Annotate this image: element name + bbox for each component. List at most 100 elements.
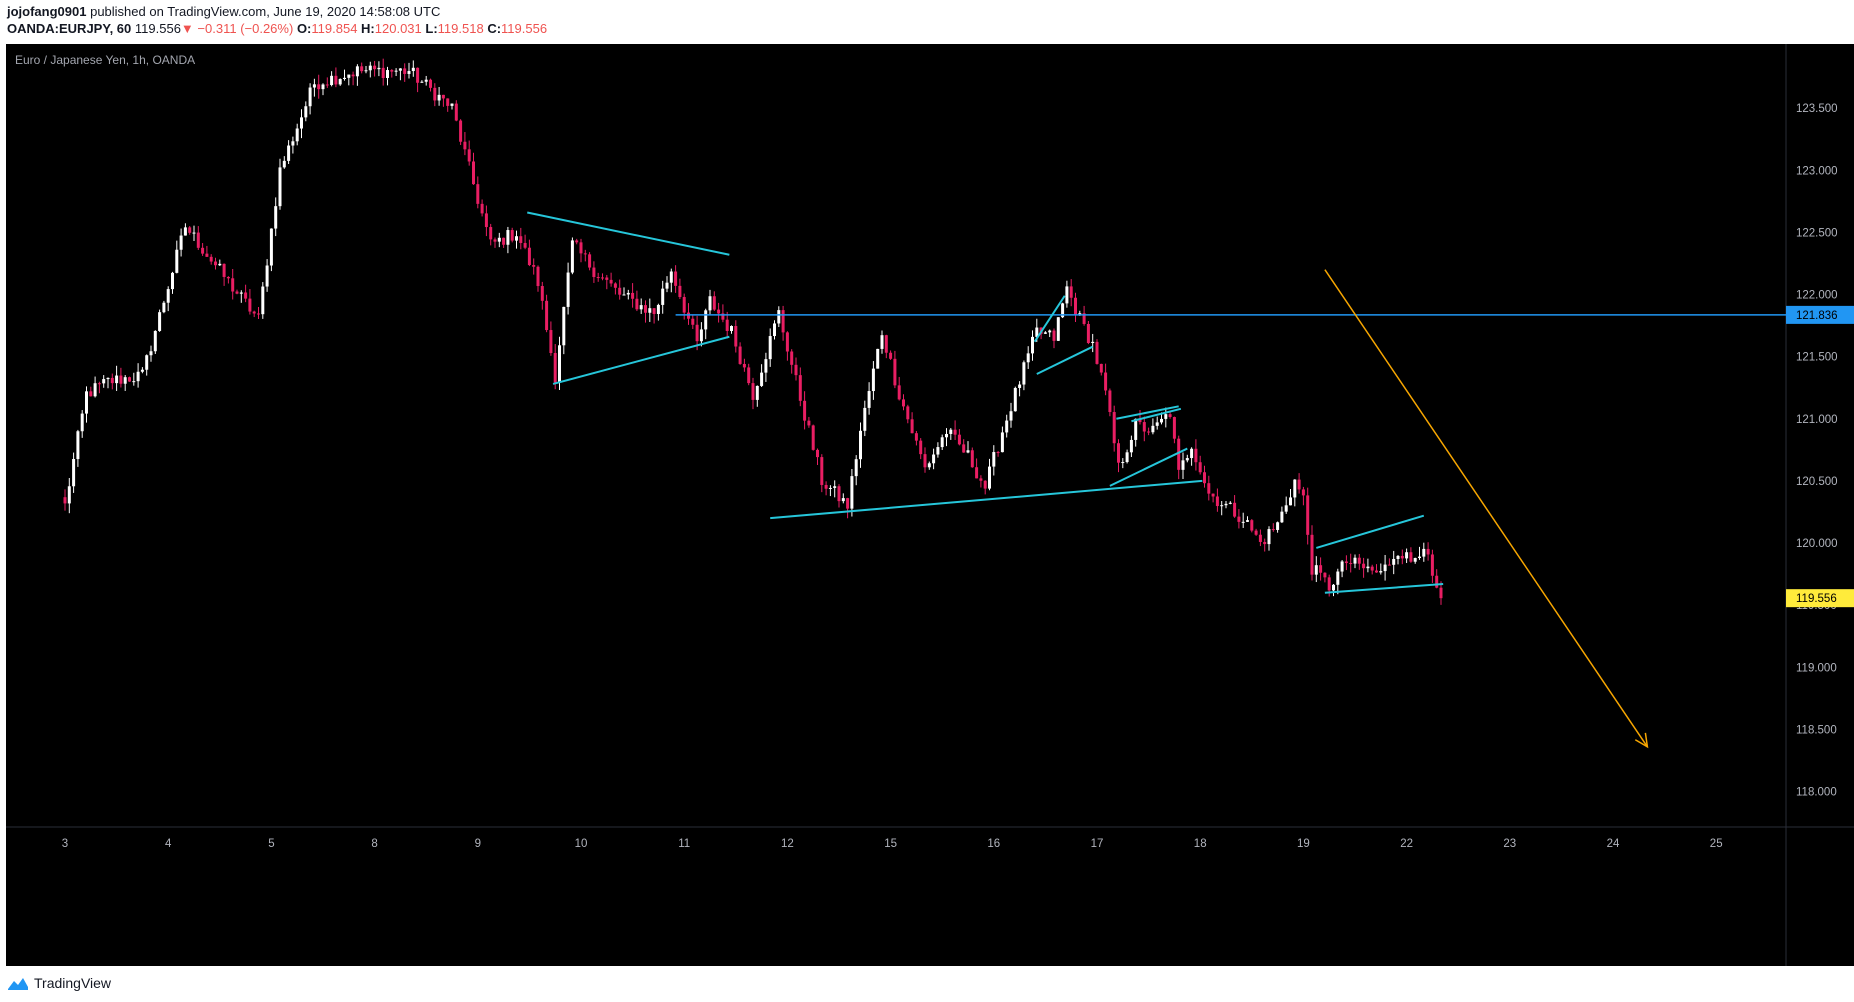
trend-line	[527, 211, 730, 256]
candle-body	[1005, 420, 1009, 433]
candle-body	[1018, 384, 1022, 388]
chart-svg[interactable]: 123.500 123.000 122.500 122.000 121.500 121.0…	[6, 44, 1854, 966]
candle-body	[596, 277, 600, 279]
candle-body	[1357, 557, 1361, 564]
candle-body	[1327, 577, 1331, 591]
trend-line	[1131, 407, 1182, 423]
candle-body	[1013, 387, 1017, 412]
x-tick-label: 11	[678, 838, 690, 850]
candle-body	[914, 433, 918, 441]
candle-body	[889, 352, 893, 359]
candle-body	[373, 65, 377, 70]
candle-body	[734, 326, 738, 347]
candle-body	[1151, 425, 1155, 433]
candle-body	[1323, 572, 1327, 578]
publish-header: jojofang0901 published on TradingView.co…	[0, 0, 1854, 44]
candle-body	[1362, 563, 1366, 569]
candle-body	[790, 351, 794, 365]
candle-body	[523, 243, 527, 248]
candle-body	[1241, 521, 1245, 523]
candle-body	[291, 141, 295, 146]
candle-body	[1086, 323, 1090, 343]
candle-body	[665, 282, 669, 289]
candle-body	[1035, 327, 1039, 337]
candle-body	[102, 379, 106, 384]
candle-body	[1121, 462, 1125, 464]
candle-body	[970, 450, 974, 468]
candle-body	[1276, 522, 1280, 530]
candle-body	[945, 433, 948, 438]
candle-body	[1396, 555, 1400, 559]
candle-body	[1099, 363, 1103, 373]
candle-body	[1306, 495, 1310, 535]
candle-body	[1289, 497, 1292, 506]
candle-body	[588, 254, 592, 268]
candle-body	[699, 329, 703, 342]
trend-line	[552, 335, 730, 385]
candle-body	[459, 120, 463, 142]
candle-body	[527, 247, 531, 266]
x-tick-label: 12	[781, 838, 794, 850]
candle-body	[407, 71, 411, 74]
candle-body	[463, 141, 467, 150]
author-link[interactable]: jojofang0901	[7, 4, 87, 19]
candle-body	[1168, 414, 1172, 418]
candle-body	[794, 364, 798, 376]
candle-body	[863, 407, 867, 431]
y-tick-label: 118.500	[1796, 724, 1837, 736]
candle-body	[196, 232, 200, 248]
candle-body	[1263, 541, 1267, 545]
candle-body	[128, 377, 131, 382]
candle-body	[347, 74, 351, 78]
candle-body	[1185, 458, 1189, 461]
candle-body	[811, 425, 815, 450]
candle-body	[377, 67, 381, 70]
candle-body	[652, 308, 656, 314]
candle-body	[592, 267, 596, 278]
candle-body	[906, 406, 910, 420]
candle-body	[295, 128, 299, 142]
candle-body	[248, 298, 252, 312]
candle-body	[661, 288, 665, 305]
candle-body	[1246, 520, 1249, 522]
x-tick-label: 8	[371, 838, 377, 850]
candle-body	[1129, 439, 1133, 453]
candle-body	[919, 440, 923, 455]
candle-body	[175, 249, 179, 273]
candle-body	[536, 266, 540, 287]
candle-body	[540, 286, 544, 301]
candle-body	[398, 68, 402, 71]
candle-body	[785, 332, 789, 352]
candle-body	[837, 486, 841, 502]
candle-body	[1340, 561, 1344, 572]
open-label: O:	[296, 21, 312, 36]
candle-body	[1379, 571, 1383, 573]
trend-line	[1036, 345, 1094, 375]
candle-body	[1043, 332, 1047, 334]
candle-body	[214, 261, 217, 266]
candle-body	[1224, 503, 1228, 506]
candle-body	[1297, 479, 1301, 490]
x-tick-label: 5	[268, 838, 274, 850]
candle-body	[695, 324, 699, 342]
candle-body	[897, 385, 901, 400]
candle-body	[1065, 286, 1069, 304]
candle-body	[1301, 489, 1305, 496]
candle-body	[893, 358, 897, 386]
brand-label[interactable]: TradingView	[34, 975, 112, 991]
candle-body	[140, 369, 144, 372]
candle-body	[648, 308, 652, 313]
projection-arrow-head	[1634, 732, 1649, 749]
candle-body	[992, 452, 996, 467]
x-tick-label: 3	[62, 838, 68, 850]
candle-body	[820, 457, 824, 485]
chart-area[interactable]: 123.500 123.000 122.500 122.000 121.500 121.0…	[6, 44, 1854, 966]
candle-body	[1387, 564, 1391, 566]
tradingview-logo-icon[interactable]	[6, 974, 30, 992]
candle-body	[476, 184, 480, 204]
candle-body	[441, 94, 445, 99]
last-price-tag	[1786, 589, 1854, 608]
y-tick-label: 118.000	[1796, 787, 1837, 799]
candle-body	[876, 348, 880, 369]
candle-body	[1052, 330, 1056, 341]
